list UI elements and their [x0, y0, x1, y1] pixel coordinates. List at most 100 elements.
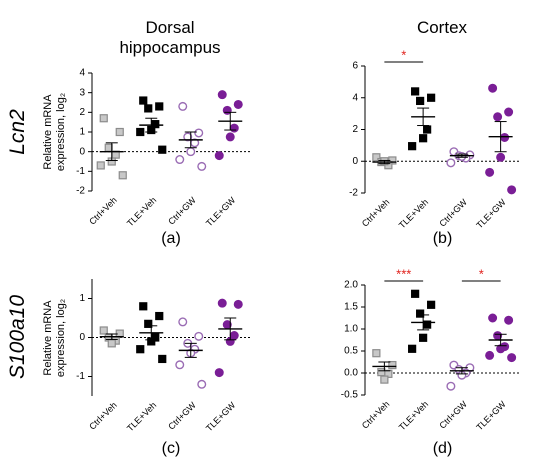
data-point: [214, 368, 224, 378]
y-tick-label: -1: [76, 166, 85, 177]
data-point: [388, 360, 397, 370]
data-point: [139, 96, 148, 105]
data-point: [372, 349, 381, 358]
data-point: [155, 311, 164, 321]
data-point: [380, 375, 389, 384]
x-tick-label: TLE+GW: [474, 197, 508, 231]
data-point: [419, 134, 428, 143]
x-tick-label: TLE+Veh: [397, 197, 430, 230]
y-tick-label: 0: [352, 156, 358, 167]
row-label: S100a10: [6, 294, 29, 380]
data-point: [423, 125, 432, 134]
data-point: [178, 317, 188, 327]
y-tick-label: -1: [76, 371, 85, 382]
data-point: [183, 132, 193, 142]
x-tick-label: Ctrl+Veh: [87, 195, 119, 227]
significance-label: ***: [396, 266, 411, 281]
data-point: [507, 353, 517, 363]
x-tick-label: Ctrl+Veh: [87, 400, 119, 432]
data-point: [155, 102, 164, 111]
y-axis-label: Relative mRNA expression, log₂: [42, 92, 67, 172]
y-tick-label: 1: [79, 127, 85, 138]
data-point: [136, 127, 145, 137]
data-point: [214, 151, 224, 161]
data-point: [229, 123, 239, 133]
data-point: [175, 155, 185, 165]
data-point: [507, 185, 517, 195]
x-tick-label: TLE+GW: [204, 400, 238, 434]
data-point: [217, 298, 227, 308]
data-point: [233, 99, 243, 109]
data-point: [488, 313, 498, 323]
x-tick-label: Ctrl+Veh: [360, 197, 392, 229]
x-tick-label: TLE+GW: [204, 195, 238, 229]
y-tick-label: 0.0: [344, 368, 358, 379]
data-point: [411, 289, 420, 298]
column-title: Dorsal hippocampus: [119, 18, 221, 57]
y-tick-label: 2.0: [344, 280, 358, 291]
data-point: [416, 309, 425, 318]
data-point: [411, 87, 420, 96]
y-tick-label: 4: [79, 68, 85, 79]
y-tick-label: 2: [352, 124, 358, 135]
y-tick-label: -2: [349, 188, 358, 199]
x-tick-label: Ctrl+GW: [437, 399, 469, 431]
data-point: [485, 350, 495, 360]
data-point: [427, 300, 436, 309]
data-point: [496, 152, 506, 162]
data-point: [107, 339, 116, 348]
data-point: [427, 93, 436, 102]
data-point: [197, 161, 207, 171]
data-point: [408, 142, 417, 151]
data-point: [485, 167, 495, 177]
x-tick-label: Ctrl+GW: [166, 400, 198, 432]
y-tick-label: 0.5: [344, 346, 358, 357]
data-point: [194, 128, 204, 138]
data-point: [96, 161, 105, 170]
data-point: [178, 101, 188, 111]
data-point: [139, 302, 148, 311]
data-point: [144, 104, 153, 113]
data-point: [500, 132, 510, 142]
data-point: [419, 333, 428, 342]
y-tick-label: 4: [352, 92, 358, 103]
row-label: Lcn2: [6, 109, 29, 155]
x-tick-label: Ctrl+GW: [437, 197, 469, 229]
y-tick-label: 1.5: [344, 302, 358, 313]
data-point: [225, 132, 235, 142]
y-axis-label: Relative mRNA expression, log₂: [42, 298, 67, 377]
data-point: [408, 344, 417, 353]
data-point: [99, 114, 108, 123]
x-tick-label: Ctrl+GW: [166, 195, 198, 227]
y-tick-label: -2: [76, 186, 85, 197]
data-point: [194, 331, 204, 341]
data-point: [446, 381, 456, 391]
data-point: [175, 360, 185, 370]
x-tick-label: TLE+GW: [474, 399, 508, 433]
panel-label: (b): [432, 230, 453, 247]
data-point: [99, 326, 108, 335]
data-point: [158, 354, 167, 364]
y-tick-label: 1.0: [344, 324, 358, 335]
data-point: [504, 315, 514, 325]
data-point: [377, 368, 386, 377]
data-point: [118, 171, 127, 180]
data-point: [372, 153, 381, 162]
data-point: [233, 299, 243, 309]
data-point: [416, 96, 425, 106]
data-point: [446, 158, 456, 168]
x-tick-label: Ctrl+Veh: [360, 399, 392, 431]
y-tick-label: 3: [79, 87, 85, 98]
data-point: [158, 145, 167, 154]
data-point: [197, 379, 207, 389]
data-point: [504, 107, 514, 117]
data-point: [493, 112, 503, 122]
data-point: [104, 143, 113, 152]
data-point: [144, 319, 153, 328]
panel-label: (d): [432, 440, 453, 457]
y-tick-label: 1: [79, 293, 85, 304]
y-tick-label: -0.5: [341, 390, 359, 401]
significance-label: *: [401, 47, 406, 62]
